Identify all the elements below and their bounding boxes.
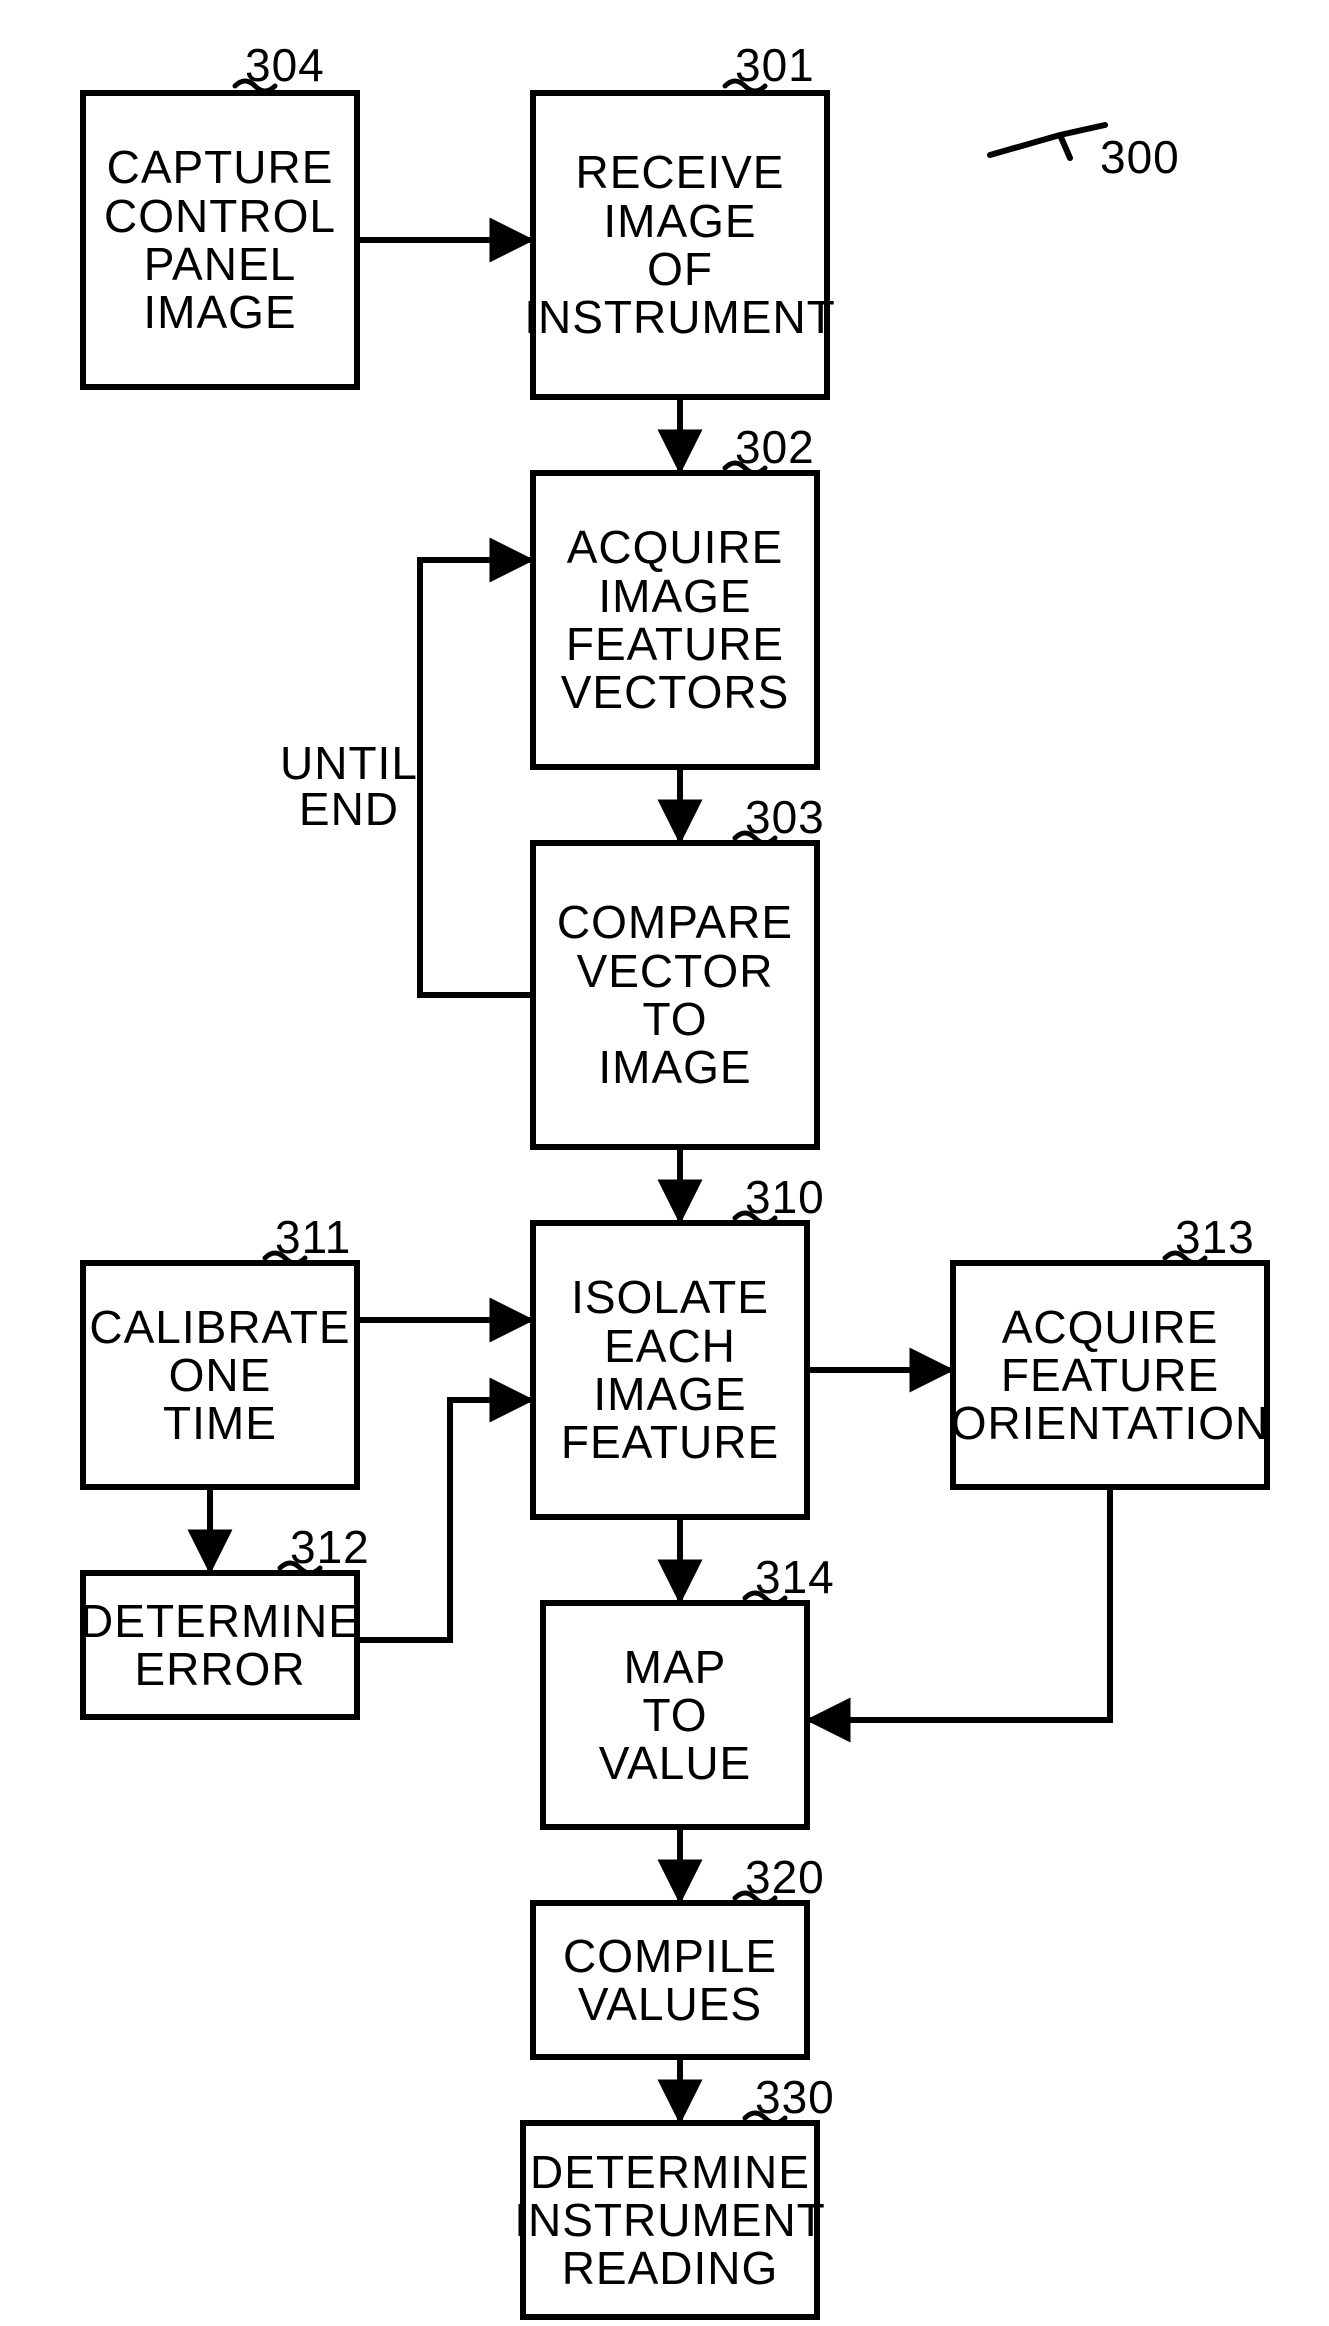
flow-node-311: CALIBRATE ONE TIME (80, 1260, 360, 1490)
node-ref-310: 310 (745, 1170, 825, 1224)
flowchart-canvas: 300 CAPTURE CONTROL PANEL IMAGE RECEIVE I… (0, 0, 1329, 2326)
flow-node-label: CAPTURE CONTROL PANEL IMAGE (104, 143, 336, 336)
flow-node-label: DETERMINE INSTRUMENT READING (514, 2148, 826, 2293)
node-ref-330: 330 (755, 2070, 835, 2124)
node-ref-302: 302 (735, 420, 815, 474)
node-ref-312: 312 (290, 1520, 370, 1574)
flow-node-label: RECEIVE IMAGE OF INSTRUMENT (524, 148, 836, 341)
flow-node-label: ISOLATE EACH IMAGE FEATURE (561, 1273, 779, 1466)
flow-node-312: DETERMINE ERROR (80, 1570, 360, 1720)
node-ref-311: 311 (275, 1210, 351, 1264)
edge-e313-314 (810, 1490, 1110, 1720)
edge-label: UNTIL END (280, 740, 418, 832)
node-ref-304: 304 (245, 38, 325, 92)
flow-node-310: ISOLATE EACH IMAGE FEATURE (530, 1220, 810, 1520)
flow-node-label: ACQUIRE IMAGE FEATURE VECTORS (561, 523, 790, 716)
flow-node-304: CAPTURE CONTROL PANEL IMAGE (80, 90, 360, 390)
edge-e312-310 (360, 1400, 530, 1640)
node-ref-313: 313 (1175, 1210, 1255, 1264)
node-ref-320: 320 (745, 1850, 825, 1904)
flow-node-302: ACQUIRE IMAGE FEATURE VECTORS (530, 470, 820, 770)
flow-node-303: COMPARE VECTOR TO IMAGE (530, 840, 820, 1150)
edge-eloop (420, 560, 530, 995)
figure-ref-300: 300 (1100, 130, 1180, 184)
node-ref-314: 314 (755, 1550, 835, 1604)
flow-node-301: RECEIVE IMAGE OF INSTRUMENT (530, 90, 830, 400)
flow-node-label: COMPARE VECTOR TO IMAGE (557, 898, 793, 1091)
flow-node-label: COMPILE VALUES (563, 1932, 777, 2029)
node-ref-303: 303 (745, 790, 825, 844)
flow-node-label: MAP TO VALUE (599, 1643, 751, 1788)
node-ref-301: 301 (735, 38, 815, 92)
flow-node-330: DETERMINE INSTRUMENT READING (520, 2120, 820, 2320)
flow-node-label: DETERMINE ERROR (80, 1597, 360, 1694)
flow-node-label: ACQUIRE FEATURE ORIENTATION (951, 1303, 1270, 1448)
flow-node-314: MAP TO VALUE (540, 1600, 810, 1830)
flow-node-320: COMPILE VALUES (530, 1900, 810, 2060)
flow-node-313: ACQUIRE FEATURE ORIENTATION (950, 1260, 1270, 1490)
flow-node-label: CALIBRATE ONE TIME (89, 1303, 350, 1448)
